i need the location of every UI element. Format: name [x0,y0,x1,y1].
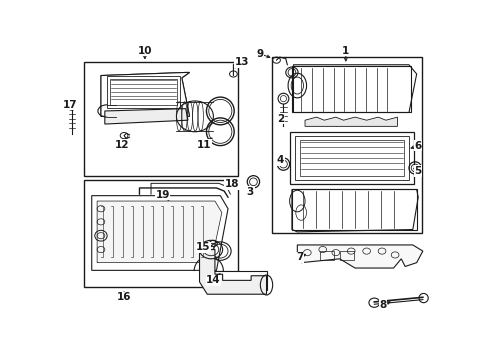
Bar [272,57,422,233]
Polygon shape [101,72,190,116]
Text: 10: 10 [138,46,152,56]
Text: 9: 9 [257,49,264,59]
Bar [209,271,267,291]
Text: 5: 5 [415,166,422,176]
Text: 17: 17 [63,100,77,110]
Text: 2: 2 [277,114,284,123]
Bar [209,271,238,293]
Bar [110,78,177,105]
Bar [84,62,238,176]
Polygon shape [92,195,228,270]
Text: 14: 14 [206,275,220,285]
Polygon shape [97,201,222,263]
Bar [320,251,334,260]
Text: 4: 4 [277,155,284,165]
Bar [292,66,411,112]
Polygon shape [305,117,397,126]
Text: 16: 16 [117,292,131,302]
Polygon shape [297,245,423,268]
Text: 15: 15 [196,242,211,252]
Bar [292,189,416,230]
Text: 19: 19 [155,190,170,200]
Polygon shape [199,249,267,294]
Text: 7: 7 [296,252,303,262]
Bar [295,136,409,180]
Polygon shape [105,109,188,124]
Text: 8: 8 [379,300,387,310]
Bar [300,140,404,176]
Bar [84,180,238,287]
Text: 1: 1 [342,46,349,56]
Text: 18: 18 [224,179,239,189]
Polygon shape [294,65,416,112]
Text: 12: 12 [115,140,130,150]
Bar [340,251,354,260]
Bar [291,132,414,184]
Text: 11: 11 [197,140,211,150]
Text: 13: 13 [235,58,249,67]
Bar [107,76,180,108]
Text: 3: 3 [247,187,254,197]
Text: 6: 6 [415,141,422,150]
Polygon shape [101,72,190,116]
Polygon shape [292,189,418,232]
